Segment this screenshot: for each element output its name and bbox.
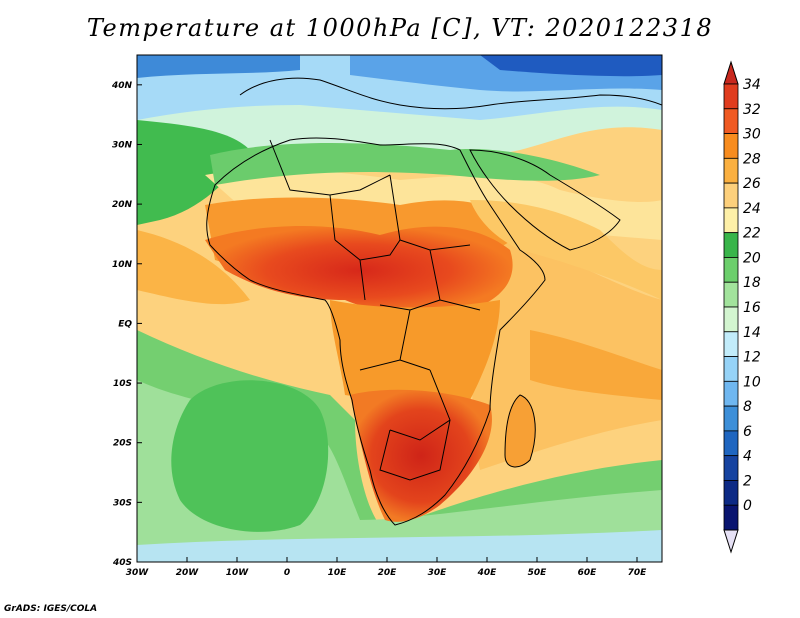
colorbar-label: 10: [743, 374, 761, 390]
colorbar-swatch: [723, 356, 739, 382]
colorbar-swatch: [723, 405, 739, 432]
lon-tick-label: 30E: [428, 568, 448, 578]
colorbar-label: 12: [743, 350, 761, 366]
colorbar-label: 24: [743, 201, 761, 217]
lon-tick-label: 0: [284, 568, 290, 578]
lon-tick-label: 60E: [578, 568, 598, 578]
congo-orange: [330, 300, 500, 405]
colorbar-label: 16: [743, 300, 761, 316]
north-atlantic-cold: [137, 55, 300, 78]
colorbar-swatch: [723, 380, 739, 407]
lon-tick-label: 10E: [328, 568, 348, 578]
arabia-coastline: [469, 149, 621, 251]
coastlines: [206, 77, 662, 526]
colorbar-label: 4: [743, 449, 752, 465]
lat-tick-label: 20N: [112, 200, 133, 210]
lon-tick-label: 50E: [528, 568, 548, 578]
colorbar-swatch: [723, 133, 739, 159]
lat-tick-label: 10N: [112, 260, 133, 270]
lat-tick-label: 30S: [113, 498, 132, 508]
atlantic-orange: [137, 230, 250, 305]
lat-tick-label: 10S: [113, 379, 132, 389]
lon-tick-label: 70E: [628, 568, 648, 578]
colorbar-label: 2: [743, 473, 752, 489]
canary-green: [137, 120, 250, 225]
southern-ocean-cold: [137, 530, 662, 562]
madagascar-warm: [505, 395, 536, 467]
lat-tick-label: 30N: [112, 140, 133, 150]
lon-tick-label: 20E: [378, 568, 398, 578]
colorbar-swatch: [723, 331, 739, 357]
africa-coastline: [206, 137, 546, 526]
lon-tick-label: 20W: [176, 568, 200, 578]
country-borders: [269, 139, 481, 481]
colorbar-swatch: [723, 480, 739, 506]
southern-africa-hot: [350, 389, 492, 522]
latitude-axis: 40N 30N 20N 10N EQ 10S 20S 30S 40S: [111, 81, 142, 568]
colorbar-swatch: [723, 207, 739, 234]
arabia-warm: [470, 200, 662, 300]
colorbar-label: 32: [743, 102, 761, 118]
colorbar-label: 20: [743, 250, 761, 266]
lon-tick-label: 10W: [226, 568, 250, 578]
indian-ocean-orange: [530, 330, 662, 400]
colorbar-label: 28: [743, 151, 761, 167]
colorbar-label: 18: [743, 275, 761, 291]
colorbar-swatch: [723, 455, 739, 481]
colorbar-label: 6: [743, 424, 752, 440]
colorbar-swatch: [723, 108, 739, 134]
map-frame: [136, 54, 663, 563]
central-africa-hot: [205, 225, 513, 316]
colorbar-label: 8: [743, 399, 752, 415]
madagascar-coastline: [504, 394, 536, 468]
north-coldest: [480, 55, 662, 77]
lat-tick-label: 40N: [111, 81, 133, 91]
colorbar-label: 30: [743, 127, 761, 143]
lon-tick-label: 30W: [126, 568, 150, 578]
colorbar-swatch: [723, 306, 739, 333]
colorbar-swatch: [723, 232, 739, 258]
colorbar-label: 22: [743, 226, 761, 242]
colorbar-swatch: [723, 430, 739, 457]
colorbar-label: 34: [743, 77, 761, 93]
europe-coastline: [239, 77, 662, 110]
colorbar-swatch: [723, 157, 739, 184]
lat-tick-label: EQ: [118, 319, 132, 329]
colorbar-swatch: [723, 182, 739, 209]
colorbar-under-arrow: [723, 529, 739, 554]
lon-tick-label: 40E: [477, 568, 498, 578]
lat-tick-label: 20S: [113, 439, 132, 449]
colorbar-swatch: [723, 504, 739, 531]
longitude-axis: 30W 20W 10W 0 10E 20E 30E 40E 50E 60E 70E: [126, 557, 647, 578]
colorbar-swatch: [723, 281, 739, 308]
lat-tick-label: 40S: [112, 558, 132, 568]
colorbar-label: 0: [743, 498, 752, 514]
colorbar-swatch: [723, 83, 739, 110]
south-atlantic-green: [171, 380, 329, 532]
colorbar-label: 26: [743, 176, 761, 192]
colorbar-label: 14: [743, 325, 761, 341]
colorbar-swatch: [723, 257, 739, 283]
grads-credit: GrADS: IGES/COLA: [4, 604, 98, 614]
colorbar-over-arrow: [723, 60, 739, 85]
map-title: Temperature at 1000hPa [C], VT: 20201223…: [86, 14, 714, 42]
